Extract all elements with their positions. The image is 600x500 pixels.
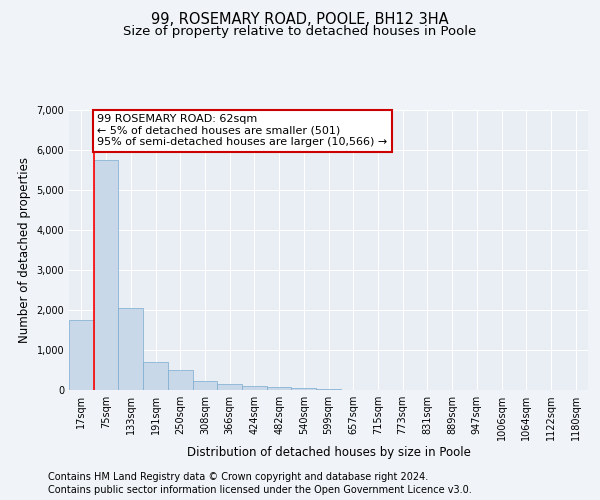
Text: 99, ROSEMARY ROAD, POOLE, BH12 3HA: 99, ROSEMARY ROAD, POOLE, BH12 3HA — [151, 12, 449, 28]
Bar — [193, 381, 217, 390]
Text: 99 ROSEMARY ROAD: 62sqm
← 5% of detached houses are smaller (501)
95% of semi-de: 99 ROSEMARY ROAD: 62sqm ← 5% of detached… — [97, 114, 388, 147]
Text: Contains HM Land Registry data © Crown copyright and database right 2024.: Contains HM Land Registry data © Crown c… — [48, 472, 428, 482]
Bar — [118, 308, 143, 390]
Bar — [292, 388, 316, 390]
Text: Size of property relative to detached houses in Poole: Size of property relative to detached ho… — [124, 25, 476, 38]
Bar — [69, 320, 94, 390]
Bar — [316, 389, 341, 390]
X-axis label: Distribution of detached houses by size in Poole: Distribution of detached houses by size … — [187, 446, 470, 459]
Bar — [94, 160, 118, 390]
Text: Contains public sector information licensed under the Open Government Licence v3: Contains public sector information licen… — [48, 485, 472, 495]
Bar — [242, 386, 267, 390]
Bar — [267, 387, 292, 390]
Bar — [217, 384, 242, 390]
Bar — [168, 370, 193, 390]
Bar — [143, 362, 168, 390]
Y-axis label: Number of detached properties: Number of detached properties — [18, 157, 31, 343]
